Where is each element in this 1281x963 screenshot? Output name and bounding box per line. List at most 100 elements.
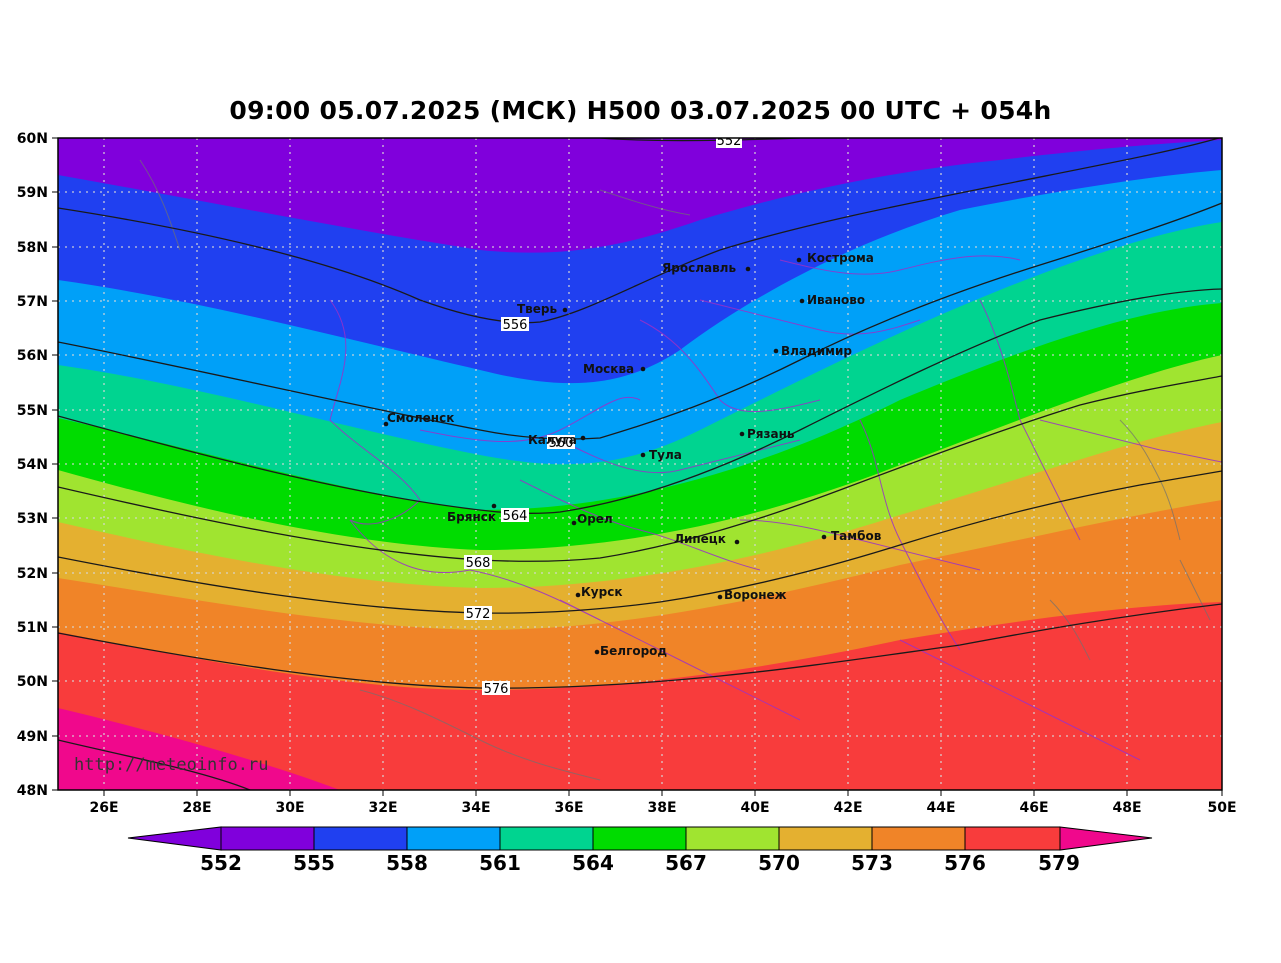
contour-lines [58, 138, 1222, 790]
colorbar-label-564: 564 [572, 851, 614, 875]
city-label-yaroslavl: Ярославль [662, 261, 736, 275]
city-label-smolensk: Смоленск [387, 411, 454, 425]
lat-label-54: 54N [17, 457, 48, 473]
lat-label-51: 51N [17, 620, 48, 636]
colorbar-segment-558-561 [406, 826, 501, 851]
contour-568 [58, 375, 1222, 562]
city-dot-belgorod [594, 649, 600, 655]
city-dot-kursk [575, 592, 581, 598]
lon-label-42: 42E [833, 800, 862, 816]
lon-label-38: 38E [647, 800, 676, 816]
city-dot-smolensk [383, 421, 389, 427]
city-label-orel: Орел [577, 512, 613, 526]
lon-label-28: 28E [182, 800, 211, 816]
contour-label-560: 560 [549, 436, 574, 451]
colorbar-segment-567-570 [685, 826, 780, 851]
colorbar-left-arrow [127, 826, 222, 851]
city-label-ryazan: Рязань [747, 427, 795, 441]
city-dot-tambov [821, 534, 827, 540]
lat-label-52: 52N [17, 566, 48, 582]
contour-label-572: 572 [466, 607, 491, 622]
lat-label-55: 55N [17, 403, 48, 419]
colorbar-segment-552-555 [220, 826, 315, 851]
colorbar-label-555: 555 [293, 851, 335, 875]
colorbar-right-arrow [1059, 826, 1153, 851]
coast-rivers [139, 159, 1211, 781]
city-label-voronezh: Воронеж [724, 588, 787, 602]
lon-label-32: 32E [368, 800, 397, 816]
city-label-ivanovo: Иваново [807, 293, 865, 307]
lon-label-46: 46E [1019, 800, 1048, 816]
contour-label-576: 576 [484, 682, 509, 697]
colorbar-label-558: 558 [386, 851, 428, 875]
region-borders [329, 255, 1222, 761]
lon-label-50: 50E [1207, 800, 1236, 816]
colorbar-segment-564-567 [592, 826, 687, 851]
lon-label-40: 40E [740, 800, 769, 816]
colorbar-labels: 552 555 558 561 564 567 570 573 576 579 [200, 851, 1080, 875]
city-label-lipetsk: Липецк [674, 532, 726, 546]
city-label-kostroma: Кострома [807, 251, 874, 265]
lat-label-58: 58N [17, 240, 48, 256]
city-dot-kaluga [580, 435, 586, 441]
city-label-tula: Тула [649, 448, 682, 462]
contour-560 [58, 202, 1222, 440]
city-markers [383, 257, 827, 655]
colorbar-segment-555-558 [313, 826, 408, 851]
contour-label-556: 556 [503, 318, 528, 333]
city-label-moscow: Москва [583, 362, 634, 376]
colorbar-segment-570-573 [778, 826, 873, 851]
city-label-tambov: Тамбов [831, 529, 882, 543]
watermark: http://meteoinfo.ru [74, 755, 268, 775]
lat-label-53: 53N [17, 511, 48, 527]
band-552-555 [58, 138, 1222, 253]
lon-label-30: 30E [275, 800, 304, 816]
lat-label-57: 57N [17, 294, 48, 310]
colorbar-segment-561-564 [499, 826, 594, 851]
lon-label-26: 26E [89, 800, 118, 816]
city-dot-ryazan [739, 431, 745, 437]
city-dot-ivanovo [799, 298, 805, 304]
lat-label-48: 48N [17, 783, 48, 799]
contour-label-552: 552 [717, 134, 742, 149]
lat-label-56: 56N [17, 348, 48, 364]
height-field: 552 556 560 564 568 572 576 Кострома [58, 134, 1222, 790]
longitude-labels: 26E 28E 30E 32E 34E 36E 38E 40E 42E 44E … [89, 800, 1236, 816]
city-dot-moscow [640, 366, 646, 372]
city-label-vladimir: Владимир [781, 344, 852, 358]
city-label-kursk: Курск [581, 585, 622, 599]
city-dot-lipetsk [734, 539, 740, 545]
lat-label-50: 50N [17, 674, 48, 690]
city-dot-tver [562, 307, 568, 313]
colorbar-label-561: 561 [479, 851, 521, 875]
page-title: 09:00 05.07.2025 (МСК) H500 03.07.2025 0… [229, 96, 1052, 125]
contour-572 [58, 470, 1222, 614]
contour-552 [599, 138, 801, 142]
city-dot-kostroma [796, 257, 802, 263]
city-dot-voronezh [717, 594, 723, 600]
lat-label-60: 60N [17, 131, 48, 147]
city-label-tver: Тверь [517, 302, 558, 316]
colorbar-label-570: 570 [758, 851, 800, 875]
contour-label-568: 568 [466, 556, 491, 571]
colorbar-label-573: 573 [851, 851, 893, 875]
lon-label-34: 34E [461, 800, 490, 816]
contour-label-564: 564 [503, 509, 528, 524]
contour-label-boxes [464, 138, 742, 695]
city-dot-yaroslavl [745, 266, 751, 272]
city-label-belgorod: Белгород [600, 644, 667, 658]
graticule [58, 138, 1222, 790]
colorbar-label-576: 576 [944, 851, 986, 875]
band-579-plus [58, 708, 340, 790]
colorbar-segment-573-576 [871, 826, 966, 851]
city-dot-vladimir [773, 348, 779, 354]
axis-ticks [52, 137, 1223, 796]
colorbar-label-552: 552 [200, 851, 242, 875]
lon-label-36: 36E [554, 800, 583, 816]
city-label-kaluga: Калуга [528, 433, 577, 447]
contour-564 [58, 288, 1222, 514]
lat-label-59: 59N [17, 185, 48, 201]
city-dot-orel [571, 520, 577, 526]
lon-label-48: 48E [1112, 800, 1141, 816]
